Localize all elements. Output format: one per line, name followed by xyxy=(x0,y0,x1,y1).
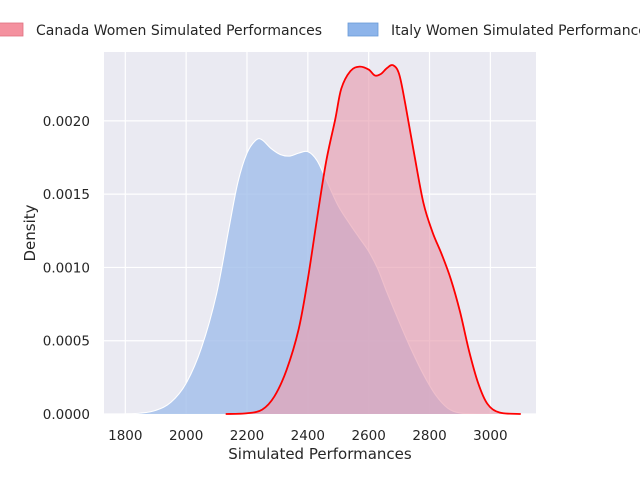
y-tick-label: 0.0005 xyxy=(43,334,90,350)
x-axis-label: Simulated Performances xyxy=(228,445,412,463)
y-tick-label: 0.0020 xyxy=(43,114,90,130)
y-tick-label: 0.0015 xyxy=(43,187,90,203)
y-axis-label: Density xyxy=(21,204,39,261)
x-axis-ticks: 1800 2000 2200 2400 2600 2800 3000 xyxy=(108,428,507,444)
x-tick-label: 3000 xyxy=(473,428,507,444)
x-tick-label: 1800 xyxy=(108,428,142,444)
x-tick-label: 2800 xyxy=(412,428,446,444)
legend-label-italy: Italy Women Simulated Performances xyxy=(391,23,640,39)
x-tick-label: 2000 xyxy=(169,428,203,444)
density-line-canada xyxy=(225,64,521,415)
y-tick-label: 0.0000 xyxy=(43,407,90,423)
legend-swatch-canada xyxy=(0,22,24,37)
legend-swatch-italy xyxy=(347,22,379,37)
x-tick-label: 2600 xyxy=(351,428,385,444)
y-axis-ticks: 0.0000 0.0005 0.0010 0.0015 0.0020 xyxy=(43,114,90,423)
legend-label-canada: Canada Women Simulated Performances xyxy=(36,23,322,39)
x-tick-label: 2400 xyxy=(291,428,325,444)
x-tick-label: 2200 xyxy=(230,428,264,444)
density-areas xyxy=(122,64,521,415)
y-tick-label: 0.0010 xyxy=(43,260,90,276)
legend: Canada Women Simulated Performances Ital… xyxy=(0,22,640,39)
